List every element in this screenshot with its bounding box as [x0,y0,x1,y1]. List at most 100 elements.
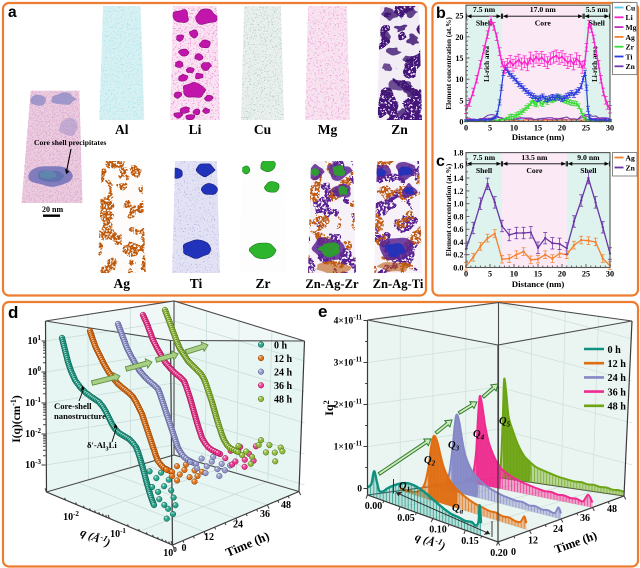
svg-text:Time (h): Time (h) [224,529,272,560]
svg-text:Core: Core [526,166,543,175]
svg-text:Core shell precipitates: Core shell precipitates [34,138,106,147]
svg-text:0.2: 0.2 [453,251,463,260]
svg-text:10-1: 10-1 [25,396,41,409]
svg-text:10: 10 [455,75,463,84]
svg-text:30: 30 [606,124,614,133]
svg-text:Shell: Shell [476,166,492,175]
svg-text:1.0: 1.0 [453,200,463,209]
svg-text:30: 30 [606,270,614,279]
svg-text:48: 48 [281,500,291,511]
svg-text:48: 48 [607,504,617,515]
svg-text:Q5: Q5 [499,416,511,429]
svg-text:7.5 nm: 7.5 nm [473,153,496,162]
svg-text:Q4: Q4 [473,429,485,442]
svg-text:Ti: Ti [626,52,633,61]
svg-text:Cu: Cu [626,3,636,12]
svg-text:12 h: 12 h [274,354,293,365]
svg-text:0.4: 0.4 [453,238,463,247]
svg-text:1.8: 1.8 [453,149,463,158]
svg-text:0: 0 [182,543,187,554]
svg-text:25: 25 [455,12,463,21]
svg-text:20: 20 [558,270,566,279]
svg-text:0.10: 0.10 [429,525,447,536]
svg-text:I(q)(cm-1): I(q)(cm-1) [9,395,23,443]
svg-text:48 h: 48 h [274,395,293,406]
svg-text:5: 5 [488,270,492,279]
svg-text:d: d [8,303,18,322]
svg-text:24 h: 24 h [274,368,293,379]
svg-text:Q3: Q3 [448,440,460,453]
svg-text:Zn: Zn [626,62,636,71]
svg-text:Ti: Ti [190,276,203,291]
svg-text:Shell: Shell [476,19,492,28]
svg-text:13.5 nm: 13.5 nm [521,153,548,162]
svg-text:Zn-Ag-Zr: Zn-Ag-Zr [305,277,359,291]
svg-text:5: 5 [459,96,463,105]
svg-text:Shell: Shell [589,19,605,28]
svg-text:Zn: Zn [626,163,636,172]
svg-text:0: 0 [511,547,516,558]
svg-text:Q1: Q1 [399,481,410,494]
svg-text:100: 100 [163,546,177,559]
svg-text:0: 0 [464,270,468,279]
svg-text:e: e [318,302,327,321]
svg-text:10: 10 [510,124,518,133]
svg-text:nanostructure: nanostructure [54,411,106,421]
svg-text:0.6: 0.6 [453,225,463,234]
svg-text:Ag: Ag [626,153,635,162]
svg-text:15: 15 [455,54,463,63]
svg-text:20: 20 [455,33,463,42]
svg-text:Distance (nm): Distance (nm) [512,279,565,289]
svg-text:10-2: 10-2 [25,427,41,440]
svg-text:20 nm: 20 nm [42,205,63,214]
svg-text:1×10-11: 1×10-11 [334,441,363,453]
svg-text:1.2: 1.2 [453,187,463,196]
svg-text:Li-rich area: Li-rich area [483,46,491,82]
svg-text:Distance (nm): Distance (nm) [512,132,565,142]
svg-text:10-3: 10-3 [25,458,41,471]
svg-text:15: 15 [534,270,542,279]
svg-text:9.0 nm: 9.0 nm [577,153,600,162]
svg-text:1.6: 1.6 [453,161,463,170]
svg-text:Zn: Zn [391,122,408,137]
svg-text:0.8: 0.8 [453,212,463,221]
svg-text:Core-shell: Core-shell [54,401,92,411]
svg-text:10-1: 10-1 [110,527,126,540]
svg-text:0.20: 0.20 [490,548,508,559]
svg-text:25: 25 [582,270,590,279]
svg-text:12 h: 12 h [608,359,627,370]
svg-text:0.0: 0.0 [453,264,463,273]
svg-text:0: 0 [357,485,362,495]
svg-text:36 h: 36 h [608,387,627,398]
svg-text:Cu: Cu [254,122,272,137]
svg-text:1.4: 1.4 [453,174,463,183]
svg-text:Li: Li [626,13,633,22]
svg-text:24: 24 [233,520,243,531]
svg-text:24 h: 24 h [608,373,627,384]
svg-text:c: c [436,153,445,170]
svg-text:b: b [436,5,446,22]
svg-text:Mg: Mg [318,122,338,137]
svg-text:Ag: Ag [626,33,635,42]
svg-text:a: a [8,4,17,21]
svg-text:0.00: 0.00 [365,501,383,512]
svg-text:10: 10 [510,270,518,279]
svg-text:12: 12 [204,532,214,543]
svg-text:0.05: 0.05 [397,513,415,524]
svg-text:20: 20 [558,124,566,133]
svg-text:36: 36 [260,509,270,520]
svg-text:δ′-Al3Li: δ′-Al3Li [87,440,117,453]
svg-text:36 h: 36 h [274,381,293,392]
svg-text:12: 12 [528,536,538,547]
svg-text:2×10-11: 2×10-11 [334,399,363,411]
svg-text:24: 24 [553,524,563,535]
svg-text:4×10-11: 4×10-11 [334,315,363,327]
svg-text:q (Å-1): q (Å-1) [79,524,114,550]
svg-text:Qa: Qa [452,503,464,516]
svg-text:0 h: 0 h [274,340,288,351]
svg-text:25: 25 [582,124,590,133]
svg-text:Mg: Mg [626,23,637,32]
svg-text:100: 100 [28,365,42,378]
svg-text:Al: Al [115,122,129,137]
svg-text:0: 0 [464,124,468,133]
